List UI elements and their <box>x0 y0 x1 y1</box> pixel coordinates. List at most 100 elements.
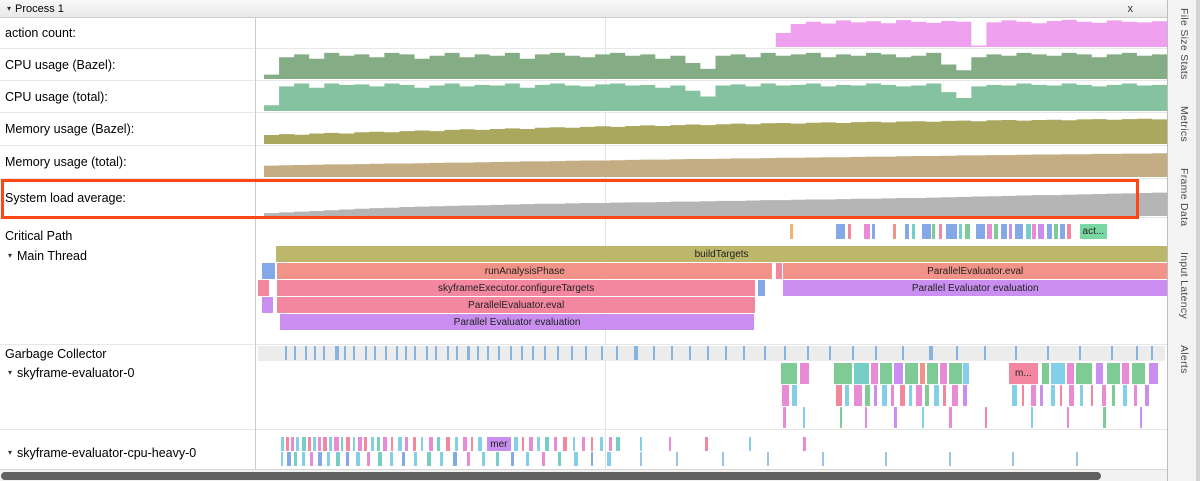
tick[interactable] <box>294 452 298 466</box>
slice[interactable]: runAnalysisPhase <box>277 263 773 279</box>
tick[interactable] <box>285 346 288 360</box>
tick[interactable] <box>395 346 398 360</box>
tick[interactable] <box>847 224 851 239</box>
tick[interactable] <box>599 437 604 451</box>
tick[interactable] <box>781 385 789 406</box>
tick[interactable] <box>1067 363 1075 384</box>
thread-header-evaluator-cpu-heavy[interactable]: ▾ skyframe-evaluator-cpu-heavy-0 <box>0 444 255 461</box>
tick[interactable] <box>921 407 924 428</box>
tab-frame-data[interactable]: Frame Data <box>1178 167 1190 226</box>
tick[interactable] <box>365 346 368 360</box>
tick[interactable] <box>757 280 766 296</box>
tick[interactable] <box>1132 363 1146 384</box>
tick[interactable] <box>584 346 587 360</box>
tick[interactable] <box>780 363 798 384</box>
tick[interactable] <box>383 437 388 451</box>
tick[interactable] <box>1067 407 1069 428</box>
tick[interactable] <box>453 452 458 466</box>
tick[interactable] <box>521 346 524 360</box>
tick[interactable] <box>280 437 285 451</box>
tick[interactable] <box>352 437 356 451</box>
slice[interactable]: Parallel Evaluator evaluation <box>783 280 1167 296</box>
tick[interactable] <box>1021 385 1025 406</box>
tick[interactable] <box>261 297 274 313</box>
main-thread-flame-chart[interactable]: buildTargets runAnalysisPhase ParallelEval… <box>258 246 1167 331</box>
tick[interactable] <box>1068 385 1075 406</box>
tick[interactable] <box>985 407 988 428</box>
tick[interactable] <box>865 407 868 428</box>
tick[interactable] <box>1145 385 1149 406</box>
tick[interactable] <box>929 346 933 360</box>
tick[interactable] <box>531 346 534 360</box>
tick[interactable] <box>946 224 958 239</box>
tick[interactable] <box>590 452 594 466</box>
tick[interactable] <box>1012 452 1015 466</box>
tick[interactable] <box>864 224 870 239</box>
tick[interactable] <box>353 346 356 360</box>
tick[interactable] <box>616 437 620 451</box>
tick[interactable] <box>543 346 546 360</box>
tick[interactable] <box>581 437 586 451</box>
tick[interactable] <box>414 346 416 360</box>
tick[interactable] <box>748 437 751 451</box>
tick[interactable] <box>821 452 824 466</box>
tick[interactable] <box>1135 346 1138 360</box>
thread-header-main[interactable]: ▾ Main Thread <box>0 247 255 264</box>
tick[interactable] <box>1039 385 1044 406</box>
tick[interactable] <box>893 224 897 239</box>
disclosure-triangle-icon[interactable]: ▾ <box>8 448 13 457</box>
tick[interactable] <box>706 346 709 360</box>
tick[interactable] <box>367 452 370 466</box>
tick[interactable] <box>854 385 862 406</box>
tick[interactable] <box>317 452 322 466</box>
gc-tick-band[interactable] <box>258 346 1165 361</box>
tick[interactable] <box>404 346 407 360</box>
tick[interactable] <box>327 452 330 466</box>
tick[interactable] <box>1030 407 1034 428</box>
tick[interactable] <box>789 224 794 239</box>
tick[interactable] <box>963 363 969 384</box>
tick[interactable] <box>389 452 393 466</box>
tick[interactable] <box>336 452 340 466</box>
tick[interactable] <box>477 437 482 451</box>
tick[interactable] <box>405 437 408 451</box>
tick[interactable] <box>634 346 639 360</box>
tick[interactable] <box>470 437 474 451</box>
evaluator-cpu-heavy-chart[interactable]: mer <box>258 437 1167 467</box>
tick[interactable] <box>845 385 849 406</box>
tick[interactable] <box>652 346 655 360</box>
tick[interactable] <box>668 437 671 451</box>
tick[interactable] <box>976 224 986 239</box>
tick[interactable] <box>932 224 936 239</box>
tick[interactable] <box>1037 224 1045 239</box>
counter-chart-mem-total[interactable] <box>258 146 1167 178</box>
tick[interactable] <box>412 437 417 451</box>
evaluator-0-chart[interactable]: m... <box>258 363 1167 429</box>
slice[interactable]: m... <box>1008 363 1038 384</box>
horizontal-scrollbar[interactable] <box>0 469 1167 481</box>
tick[interactable] <box>1050 363 1066 384</box>
tick[interactable] <box>294 346 297 360</box>
tick[interactable] <box>312 437 317 451</box>
tick[interactable] <box>885 452 888 466</box>
tick[interactable] <box>1050 385 1056 406</box>
tick[interactable] <box>1015 346 1018 360</box>
tick[interactable] <box>357 437 362 451</box>
tick[interactable] <box>1047 224 1052 239</box>
tick[interactable] <box>870 363 878 384</box>
tick[interactable] <box>334 437 339 451</box>
thread-header-evaluator-0[interactable]: ▾ skyframe-evaluator-0 <box>0 364 255 381</box>
tick[interactable] <box>783 407 787 428</box>
tick[interactable] <box>1151 346 1154 360</box>
tick[interactable] <box>874 346 877 360</box>
slice[interactable]: act... <box>1079 224 1107 239</box>
tick[interactable] <box>934 385 939 406</box>
tick[interactable] <box>420 437 424 451</box>
tab-file-size-stats[interactable]: File Size Stats <box>1178 8 1190 80</box>
scrollbar-thumb[interactable] <box>1 472 1101 480</box>
tick[interactable] <box>258 280 269 296</box>
tick[interactable] <box>305 346 308 360</box>
tick[interactable] <box>784 346 787 360</box>
tick[interactable] <box>943 385 947 406</box>
tick[interactable] <box>607 452 611 466</box>
